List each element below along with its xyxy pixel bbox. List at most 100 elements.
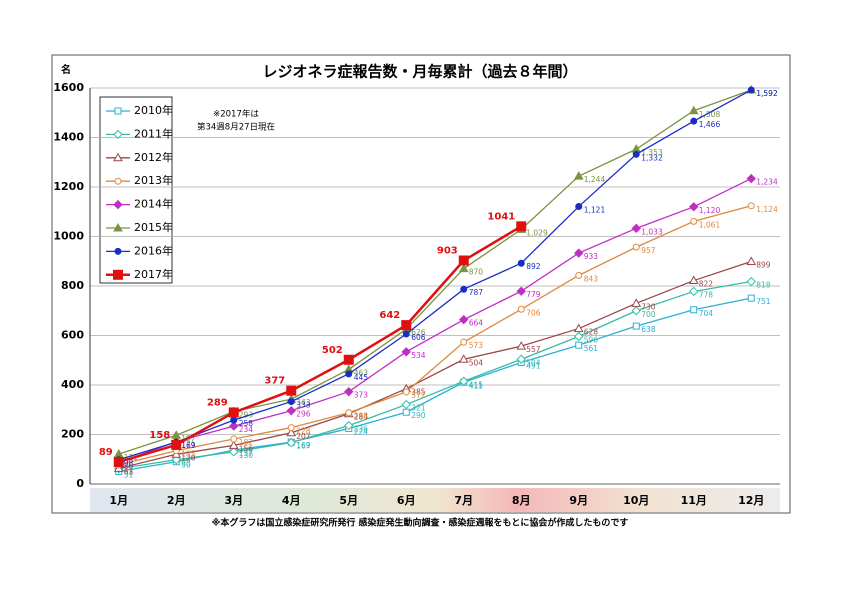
data-point bbox=[632, 243, 640, 251]
data-point bbox=[631, 298, 642, 307]
y-label: 名 bbox=[61, 63, 71, 76]
x-tick-label: 5月 bbox=[339, 494, 358, 507]
data-point bbox=[688, 275, 699, 285]
data-label: 98 bbox=[181, 459, 191, 468]
data-label: 288 bbox=[354, 412, 369, 421]
data-label: 573 bbox=[469, 341, 484, 350]
data-label: 228 bbox=[296, 427, 311, 436]
data-point bbox=[228, 407, 239, 418]
series-line bbox=[118, 89, 752, 461]
data-label: 751 bbox=[756, 297, 771, 306]
data-point bbox=[690, 217, 698, 225]
data-label: 445 bbox=[354, 373, 369, 382]
data-label: 700 bbox=[641, 310, 656, 319]
data-label: 77 bbox=[124, 464, 134, 473]
series-line bbox=[118, 297, 752, 473]
data-point bbox=[631, 306, 641, 316]
note: 第34週8月27日現在 bbox=[197, 122, 275, 133]
data-point bbox=[460, 285, 468, 293]
data-label: 778 bbox=[699, 290, 714, 299]
data-point bbox=[460, 338, 468, 346]
data-label: 463 bbox=[354, 368, 369, 377]
data-label: 290 bbox=[411, 411, 426, 420]
data-point bbox=[344, 420, 354, 431]
data-point bbox=[459, 376, 469, 386]
data-point bbox=[689, 202, 699, 212]
y-tick-label: 1400 bbox=[53, 131, 84, 144]
data-label: 293 bbox=[239, 410, 254, 419]
data-label: 504 bbox=[526, 358, 541, 367]
data-label: 892 bbox=[526, 262, 541, 271]
data-label: 120 bbox=[181, 453, 196, 462]
legend-marker bbox=[114, 177, 122, 185]
legend-marker bbox=[113, 199, 123, 210]
y-tick-label: 1000 bbox=[53, 230, 84, 243]
data-point bbox=[632, 322, 640, 330]
note: ※2017年は bbox=[213, 109, 259, 120]
data-label: 557 bbox=[526, 345, 541, 354]
data-point bbox=[747, 86, 755, 94]
data-label: 933 bbox=[584, 252, 599, 261]
data-label: 130 bbox=[239, 451, 254, 460]
data-point bbox=[516, 354, 526, 364]
data-point bbox=[286, 385, 297, 396]
data-point bbox=[458, 263, 469, 273]
data-point bbox=[631, 223, 641, 234]
data-point bbox=[401, 320, 412, 331]
frame bbox=[51, 54, 791, 514]
data-point bbox=[573, 171, 584, 180]
x-tick-label: 2月 bbox=[167, 494, 186, 507]
data-label: 90 bbox=[181, 461, 191, 470]
data-label: 171 bbox=[181, 441, 196, 450]
data-point bbox=[746, 256, 757, 265]
data-label: 903 bbox=[437, 246, 458, 257]
data-label: 1,124 bbox=[756, 205, 778, 214]
data-label: 207 bbox=[296, 432, 311, 441]
data-label: 411 bbox=[469, 381, 484, 390]
data-label: 135 bbox=[181, 450, 196, 459]
data-point bbox=[287, 424, 295, 432]
data-label: 86 bbox=[124, 462, 134, 471]
data-point bbox=[345, 409, 353, 417]
legend-label: 2011年 bbox=[134, 126, 173, 140]
data-label: 628 bbox=[584, 328, 599, 337]
data-point bbox=[401, 399, 411, 410]
data-point bbox=[171, 439, 182, 450]
x-tick-label: 1月 bbox=[109, 494, 128, 507]
data-point bbox=[746, 276, 756, 287]
data-label: 606 bbox=[411, 333, 426, 342]
data-point bbox=[574, 331, 584, 342]
data-label: 596 bbox=[584, 335, 599, 344]
data-point bbox=[517, 259, 525, 267]
legend-marker bbox=[113, 129, 123, 140]
data-point bbox=[574, 248, 584, 258]
data-label: 373 bbox=[354, 391, 369, 400]
data-label: 561 bbox=[584, 344, 599, 353]
data-label: 1,244 bbox=[584, 175, 606, 184]
data-label: 1,033 bbox=[641, 227, 663, 236]
chart-title: レジオネラ症報告数・月毎累計（過去８年間） bbox=[262, 63, 577, 81]
data-label: 62 bbox=[124, 468, 134, 477]
data-label: 1,592 bbox=[756, 89, 778, 98]
data-label: 534 bbox=[411, 351, 426, 360]
data-label: 343 bbox=[296, 398, 311, 407]
data-label: 1,353 bbox=[641, 148, 663, 157]
data-point bbox=[230, 435, 238, 443]
data-label: 899 bbox=[756, 260, 771, 269]
data-label: 870 bbox=[469, 268, 484, 277]
data-label: 224 bbox=[354, 428, 369, 437]
x-tick-label: 6月 bbox=[397, 494, 416, 507]
data-point bbox=[690, 306, 698, 314]
data-point bbox=[229, 421, 239, 431]
data-point bbox=[632, 150, 640, 158]
data-label: 385 bbox=[411, 388, 426, 397]
legend-label: 2013年 bbox=[134, 173, 173, 187]
data-label: 415 bbox=[469, 380, 484, 389]
y-tick-label: 800 bbox=[61, 279, 84, 292]
data-point bbox=[401, 347, 411, 357]
series-line bbox=[118, 205, 752, 466]
data-label: 63 bbox=[124, 467, 134, 476]
data-label: 234 bbox=[239, 425, 254, 434]
legend-label: 2012年 bbox=[134, 150, 173, 164]
